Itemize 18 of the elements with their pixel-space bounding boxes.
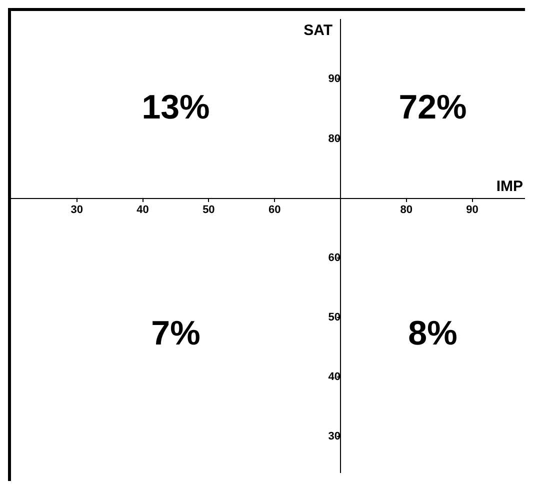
y-tick-label: 60 <box>328 252 340 264</box>
y-axis-title: SAT <box>304 22 332 40</box>
x-axis-title: IMP <box>496 178 523 195</box>
annotation: 7% <box>151 314 200 353</box>
x-tick-label: 40 <box>136 204 149 216</box>
y-tick-label: 50 <box>328 312 340 324</box>
x-tick-label: 30 <box>70 204 84 216</box>
annotation: 72% <box>398 88 467 126</box>
y-tick-label: 40 <box>328 371 340 384</box>
x-tick-label: 80 <box>400 204 413 216</box>
x-tick-label: 50 <box>202 204 215 216</box>
annotation: 13% <box>142 88 210 126</box>
x-tick-label: 60 <box>268 204 281 216</box>
x-tick-label: 90 <box>466 204 478 216</box>
annotation: 8% <box>408 314 458 353</box>
y-tick-label: 30 <box>328 430 340 443</box>
y-tick-label: 80 <box>328 132 340 145</box>
y-tick-label: 90 <box>328 73 340 86</box>
